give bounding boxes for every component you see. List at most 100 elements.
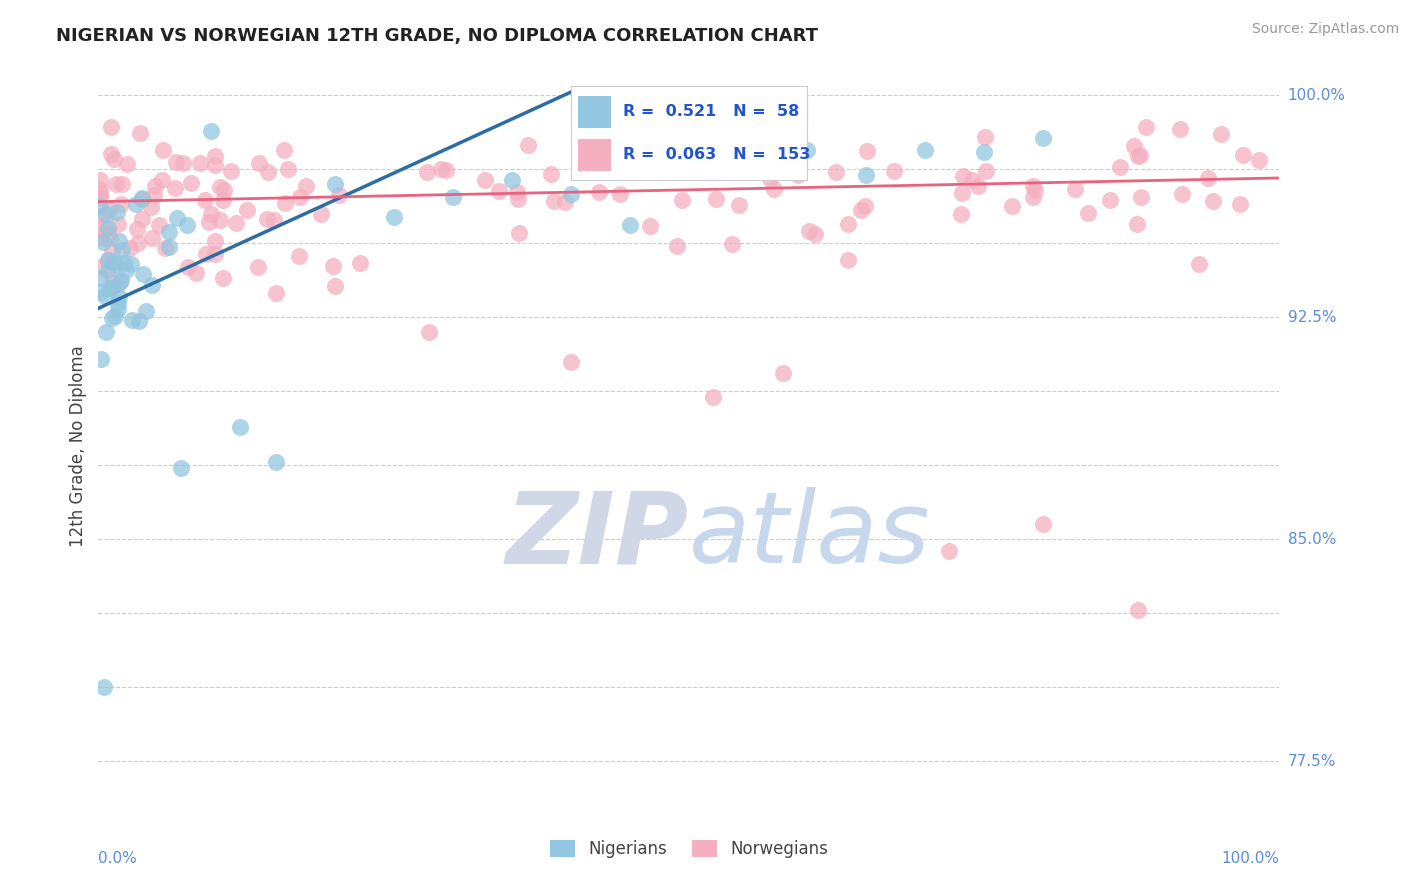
Point [1099,194,1122,208]
Point [263,213,285,227]
Point [671,193,693,207]
Point [488,184,510,198]
Point [89,173,111,187]
Point [105,177,128,191]
Point [209,212,232,227]
Point [209,180,232,194]
Point [787,168,810,182]
Point [737,139,759,153]
Point [100,147,122,161]
Point [198,215,221,229]
Point [111,243,134,257]
Point [97,262,120,277]
Text: Source: ZipAtlas.com: Source: ZipAtlas.com [1251,22,1399,37]
Point [328,188,350,202]
Point [120,257,142,271]
Point [735,122,758,136]
Point [172,156,194,170]
Point [89,189,111,203]
Point [825,164,848,178]
Point [120,241,142,255]
Point [474,173,496,187]
Point [1168,122,1191,136]
Point [89,186,111,200]
Point [97,202,120,217]
Point [105,278,128,293]
Point [100,271,122,285]
Point [103,152,125,166]
Point [1135,120,1157,134]
Point [855,168,877,182]
Point [837,217,859,231]
Point [131,191,153,205]
Point [1126,149,1149,163]
Point [914,143,936,157]
Point [1232,148,1254,162]
Point [960,173,983,187]
Point [165,155,187,169]
Point [200,207,222,221]
Point [163,180,186,194]
Point [256,211,278,226]
Point [142,187,165,202]
Point [1188,257,1211,271]
Point [89,181,111,195]
Point [143,179,166,194]
Point [105,257,128,271]
Point [127,235,149,250]
Point [219,163,242,178]
Point [200,123,222,137]
Point [1211,127,1233,141]
Point [758,172,780,186]
Point [105,204,128,219]
Point [796,144,818,158]
Point [104,309,127,323]
Legend: Nigerians, Norwegians: Nigerians, Norwegians [543,833,835,864]
Point [90,260,112,274]
Point [1229,197,1251,211]
Point [856,144,879,158]
Point [588,185,610,199]
Point [277,162,299,177]
Point [170,461,193,475]
Point [418,325,440,339]
Point [287,248,309,262]
Text: 92.5%: 92.5% [1288,310,1336,325]
Point [849,202,872,217]
Point [704,193,727,207]
Point [883,163,905,178]
Point [186,266,208,280]
Point [212,271,235,285]
Point [97,252,120,267]
Point [101,311,124,326]
Point [609,187,631,202]
Point [112,256,135,270]
Text: 77.5%: 77.5% [1288,754,1336,769]
Point [229,419,252,434]
Point [720,237,742,252]
Point [110,196,132,211]
Point [132,267,155,281]
Point [150,173,173,187]
Point [141,277,163,292]
Y-axis label: 12th Grade, No Diploma: 12th Grade, No Diploma [69,345,87,547]
Point [322,259,344,273]
Point [89,270,111,285]
Point [638,219,661,234]
Point [246,260,269,274]
Text: atlas: atlas [689,487,931,584]
Point [101,255,124,269]
Point [94,207,117,221]
Point [560,354,582,368]
Point [107,301,129,316]
Point [90,285,112,299]
Point [225,216,247,230]
Point [273,195,295,210]
Text: NIGERIAN VS NORWEGIAN 12TH GRADE, NO DIPLOMA CORRELATION CHART: NIGERIAN VS NORWEGIAN 12TH GRADE, NO DIP… [56,27,818,45]
Point [204,149,226,163]
Point [141,230,163,244]
Text: 0.0%: 0.0% [98,851,138,866]
Point [125,197,148,211]
Point [90,209,112,223]
Point [1129,148,1152,162]
